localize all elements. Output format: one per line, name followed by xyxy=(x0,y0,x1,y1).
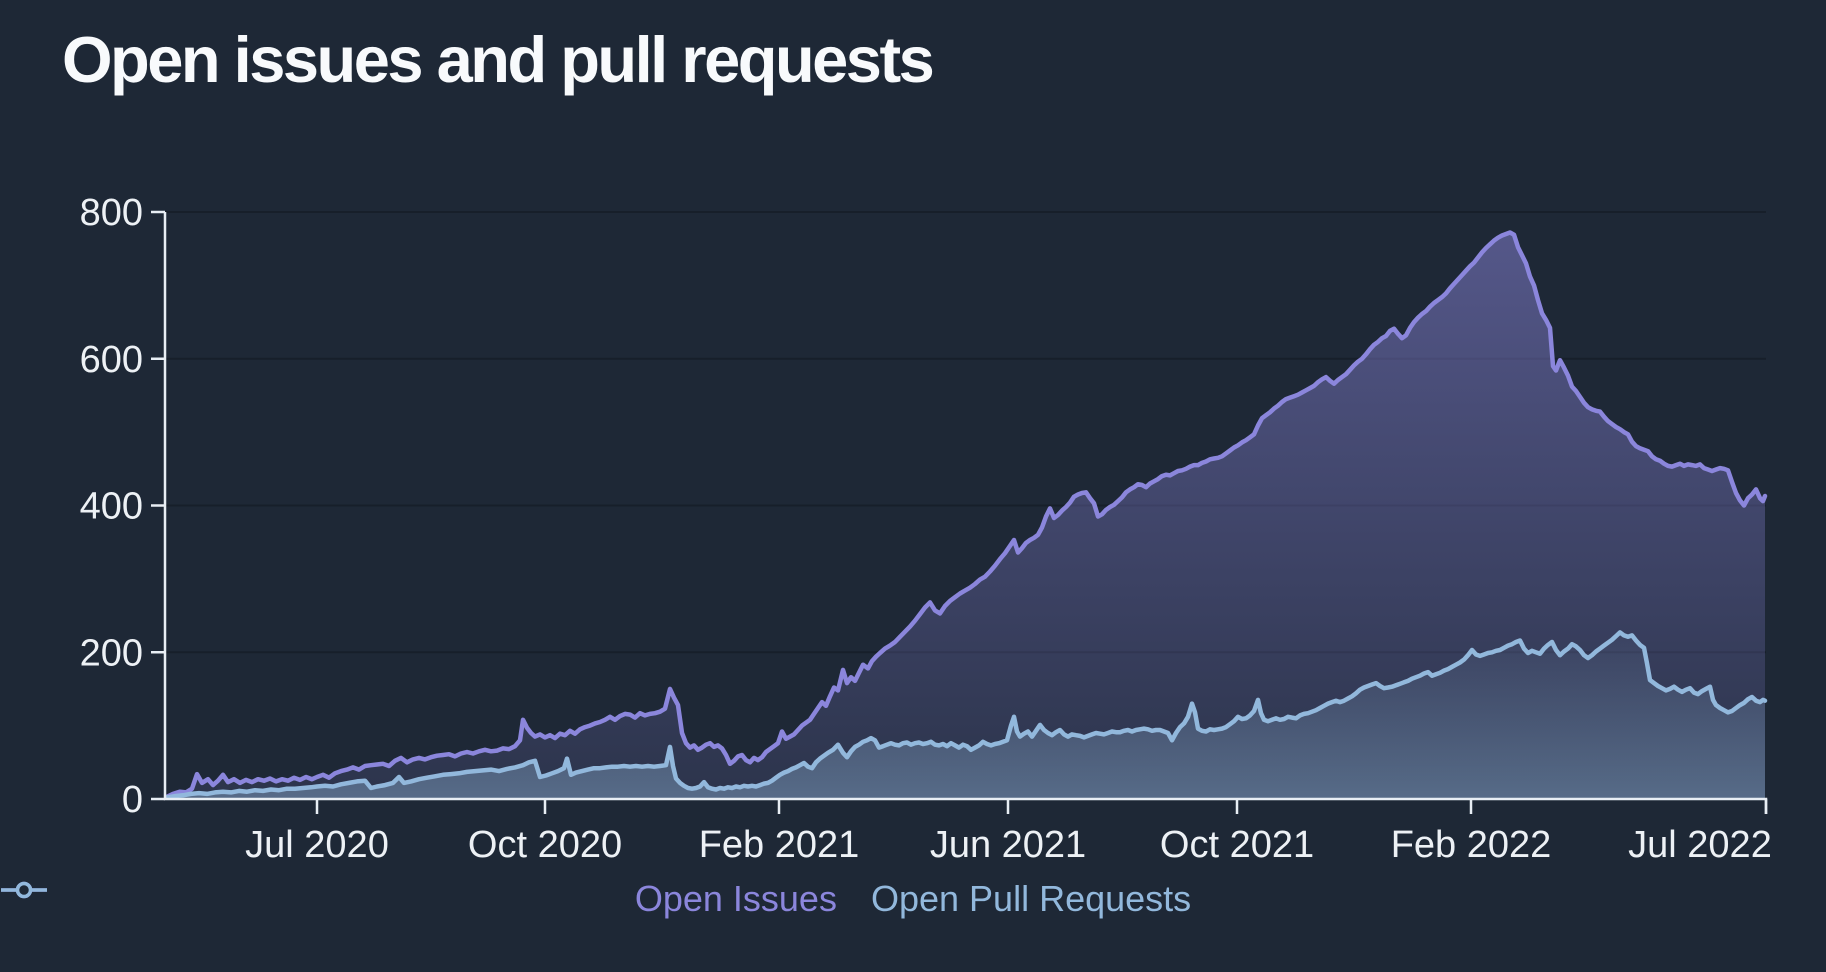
y-axis-label: 200 xyxy=(80,632,143,674)
axis-ticks xyxy=(151,210,1768,814)
data-series xyxy=(164,230,1768,800)
x-axis-label: Oct 2020 xyxy=(468,824,622,866)
chart-title: Open issues and pull requests xyxy=(62,23,935,96)
x-axis-label: Jul 2020 xyxy=(245,824,389,866)
legend: Open Issues Open Pull Requests xyxy=(0,878,1826,920)
axis-labels: 0 200 400 600 800 Jul 2020 Oct 2020 Feb 2021 Jun… xyxy=(80,192,1772,866)
legend-marker-icon xyxy=(1,881,47,899)
y-axis-label: 0 xyxy=(122,779,143,821)
area-open-pull-requests xyxy=(167,632,1765,799)
x-axis-label: Jun 2021 xyxy=(930,824,1086,866)
y-axis-label: 800 xyxy=(80,192,143,234)
legend-item-open-pull-requests[interactable]: Open Pull Requests xyxy=(1,878,1192,920)
legend-label: Open Pull Requests xyxy=(870,878,1192,919)
y-axis-label: 400 xyxy=(80,486,143,528)
line-open-pull-requests xyxy=(164,630,1768,800)
x-axis-label: Oct 2021 xyxy=(1160,824,1314,866)
y-axis-label: 600 xyxy=(80,339,143,381)
x-axis-label: Feb 2021 xyxy=(699,824,860,866)
line-open-issues xyxy=(164,230,1768,800)
legend-label: Open Issues xyxy=(634,878,837,919)
legend-item-open-issues[interactable]: Open Issues xyxy=(1,878,837,920)
area-open-issues xyxy=(167,232,1765,799)
x-axis-label: Jul 2022 xyxy=(1628,824,1772,866)
x-axis-label: Feb 2022 xyxy=(1391,824,1552,866)
